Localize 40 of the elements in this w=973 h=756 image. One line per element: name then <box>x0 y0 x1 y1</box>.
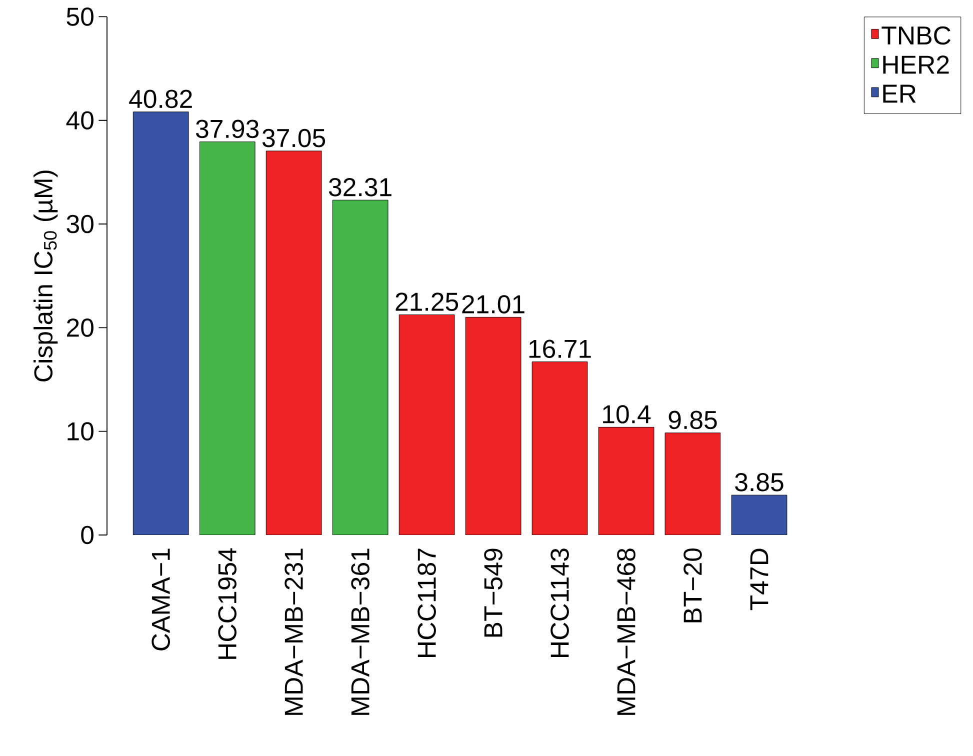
data-label: 37.93 <box>196 120 259 138</box>
data-label: 40.82 <box>129 90 192 108</box>
y-axis-title: Cisplatin IC$_{50}$ (µM) <box>34 170 58 382</box>
x-tick-label: HCC1954 <box>218 548 236 660</box>
y-tick-label: 30 <box>66 215 94 234</box>
bar <box>398 314 455 536</box>
x-tick-label: CAMA−1 <box>152 548 170 651</box>
x-tick-label: BT−549 <box>484 548 502 637</box>
bar <box>332 200 388 536</box>
bar <box>266 150 322 536</box>
bar <box>465 317 522 536</box>
legend-label: TNBC <box>882 26 950 45</box>
legend-label: ER <box>883 84 916 103</box>
y-tick-label: 0 <box>81 526 94 544</box>
bar <box>132 112 189 536</box>
data-label: 37.05 <box>262 129 326 148</box>
x-tick-label: BT−20 <box>684 548 702 622</box>
data-label: 32.31 <box>328 178 392 196</box>
x-tick-label: MDA−MB−468 <box>617 548 636 716</box>
bar <box>199 142 256 536</box>
y-tick-label: 10 <box>68 422 94 441</box>
data-label: 10.4 <box>603 405 651 424</box>
data-label: 3.85 <box>735 473 784 492</box>
y-tick-label: 20 <box>67 318 94 338</box>
data-label: 9.85 <box>668 410 717 430</box>
x-tick-label: MDA−MB−361 <box>351 548 370 716</box>
data-label: 21.25 <box>396 292 458 312</box>
bar <box>664 432 721 536</box>
x-tick-label: HCC1187 <box>418 548 436 658</box>
bar <box>731 495 788 536</box>
y-tick-label: 50 <box>66 8 94 26</box>
x-tick-label: MDA−MB−231 <box>284 548 303 716</box>
data-label: 21.01 <box>462 295 524 314</box>
data-label: 16.71 <box>529 340 591 358</box>
x-tick-label: HCC1143 <box>550 548 569 658</box>
y-tick-label: 40 <box>66 111 94 130</box>
bar <box>532 362 588 536</box>
legend-label: HER2 <box>883 56 949 74</box>
bar <box>598 427 654 536</box>
x-tick-label: T47D <box>750 548 768 610</box>
